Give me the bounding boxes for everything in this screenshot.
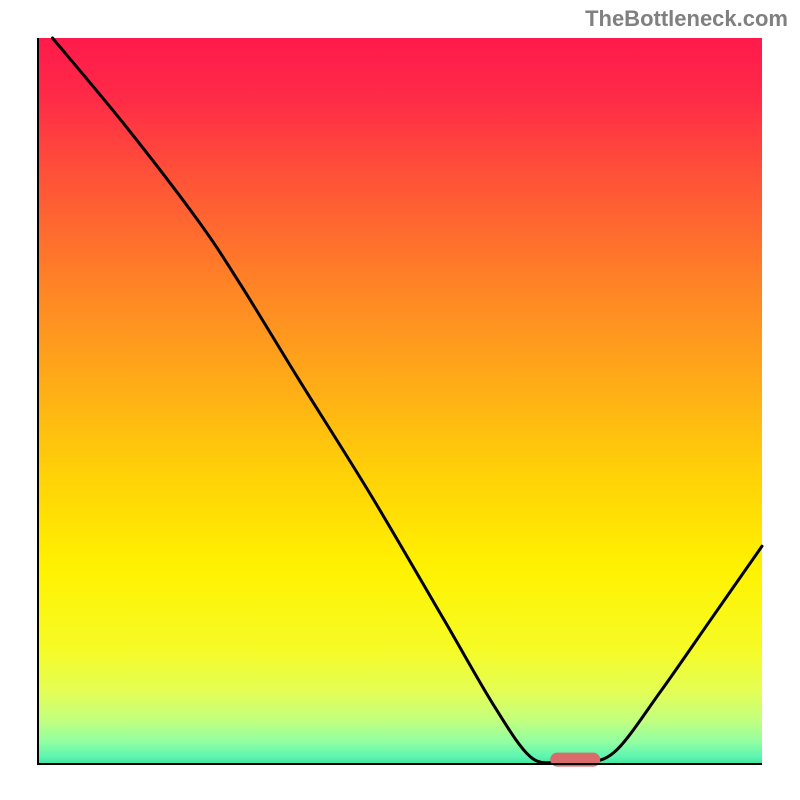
chart-container: TheBottleneck.com	[0, 0, 800, 800]
chart-gradient-background	[38, 38, 762, 764]
watermark-text: TheBottleneck.com	[585, 6, 788, 32]
bottleneck-chart	[0, 0, 800, 800]
